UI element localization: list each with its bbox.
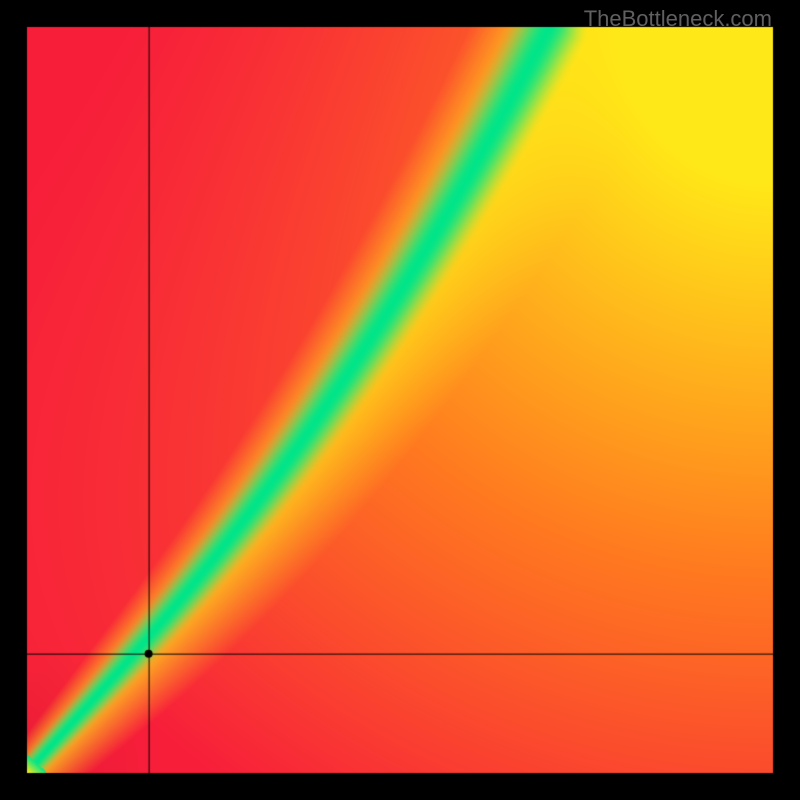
watermark-text: TheBottleneck.com (584, 6, 772, 32)
chart-container: TheBottleneck.com (0, 0, 800, 800)
heatmap-canvas (0, 0, 800, 800)
